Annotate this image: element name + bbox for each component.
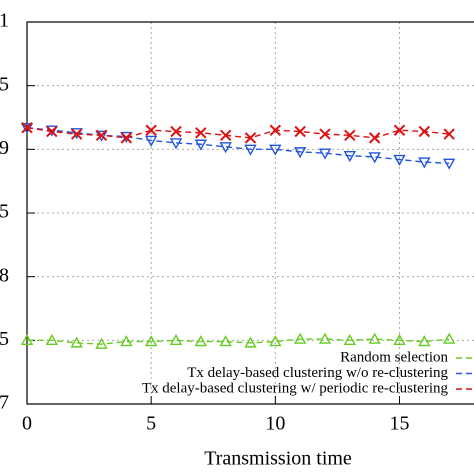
marker [293,332,307,344]
y-tick-label: 0.9 [0,137,9,159]
marker [144,135,158,147]
marker [120,335,133,347]
x-tick-label: 5 [146,413,156,435]
series-line [26,126,450,165]
y-tick-label: 1 [0,10,9,32]
marker [194,335,208,347]
x-tick-label: 10 [265,413,285,435]
marker [344,129,356,142]
marker [442,332,456,344]
marker [95,129,108,142]
y-tick-label: 0.85 [0,201,9,223]
marker [70,336,83,348]
series-line [26,126,450,139]
marker [269,144,282,156]
marker [368,332,381,344]
marker [144,335,158,347]
marker [393,333,406,346]
marker [442,158,456,170]
x-tick-label: 15 [390,413,410,435]
marker [318,332,332,344]
marker [318,148,332,160]
marker [244,132,257,144]
legend-label: Tx delay-based clustering w/o re-cluster… [187,365,448,381]
marker [343,333,357,346]
y-tick-label: 0.95 [0,73,9,95]
x-axis-label: Transmission time [204,448,352,470]
marker [45,333,59,346]
marker [343,151,357,163]
marker [368,152,381,164]
marker [70,128,83,140]
marker [20,333,34,346]
marker [418,157,431,169]
marker [319,128,331,140]
marker [443,128,455,140]
marker [145,124,157,136]
marker [194,139,208,151]
y-tick-label: 0.7 [0,392,9,414]
marker [219,142,232,154]
legend-label: Tx delay-based clustering w/ periodic re… [142,380,449,396]
marker [70,128,83,140]
x-tick-label: 0 [22,413,32,435]
marker [46,125,58,138]
marker [393,154,406,166]
marker [219,335,232,347]
legend-label: Random selection [340,349,448,365]
marker [269,335,282,347]
y-tick-label: 0.75 [0,328,9,350]
marker [21,121,33,134]
marker [294,125,306,138]
marker [195,127,207,139]
y-tick-label: 0.8 [0,264,9,286]
marker [269,124,282,136]
marker [170,125,182,138]
plot-frame [26,21,474,405]
marker [95,337,108,349]
marker [219,129,232,142]
marker [169,333,183,346]
series-line [27,338,450,345]
marker [244,144,257,156]
marker [293,147,307,159]
marker [368,132,381,144]
marker [244,336,257,348]
marker [418,335,431,347]
marker [169,138,183,150]
marker [393,124,406,136]
marker [418,125,431,138]
marker [120,132,133,144]
